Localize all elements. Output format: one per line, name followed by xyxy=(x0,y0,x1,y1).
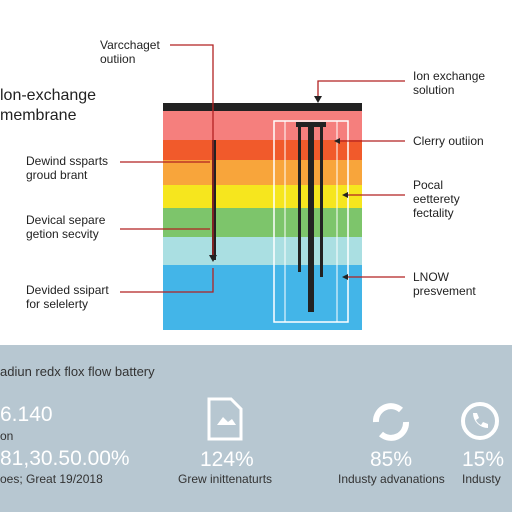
line: lon-exchange xyxy=(0,87,97,104)
line: Clerry outiion xyxy=(413,134,484,148)
line: presvement xyxy=(413,284,476,298)
stat-text: on xyxy=(0,429,14,443)
line: Varcchaget xyxy=(100,38,160,52)
line: outiion xyxy=(100,52,136,66)
document-icon xyxy=(207,397,243,441)
top-label: Varcchaget outiion xyxy=(100,38,160,66)
line: membrane xyxy=(0,107,77,124)
right-label: Ion exchange solution xyxy=(413,69,485,97)
left-label: Devided ssipart for selelerty xyxy=(26,283,109,311)
stat-value: 81,30.50.00% xyxy=(0,447,130,470)
line: getion secvity xyxy=(26,227,99,241)
left-label: Dewind ssparts groud brant xyxy=(26,154,108,182)
diagram xyxy=(120,44,405,330)
line: eetterety xyxy=(413,192,460,206)
footer: adiun redx flox flow battery 6.140 on 81… xyxy=(0,345,512,512)
stat-text: Industy advanations xyxy=(338,472,445,486)
line: Dewind ssparts xyxy=(26,154,109,168)
title: lon-exchange membrane xyxy=(0,86,96,126)
stat-value: 6.140 xyxy=(0,403,53,426)
line: solution xyxy=(413,83,455,97)
line: groud brant xyxy=(26,168,88,182)
stat-text: Industy xyxy=(462,472,501,486)
right-label: LNOW presvement xyxy=(413,270,476,298)
line: Ion exchange xyxy=(413,69,486,83)
left-label: Devical separe getion secvity xyxy=(26,213,105,241)
phone-icon xyxy=(461,402,499,440)
cycle-icon xyxy=(373,403,409,441)
line: Devical separe xyxy=(26,213,106,227)
footer-heading: adiun redx flox flow battery xyxy=(0,364,155,379)
line: for selelerty xyxy=(26,297,89,311)
stat-value: 85% xyxy=(370,448,413,471)
stat-value: 15% xyxy=(462,448,505,471)
stat-text: Grew inittenaturts xyxy=(178,472,273,486)
stat-value: 124% xyxy=(200,448,254,471)
line: Devided ssipart xyxy=(26,283,109,297)
line: fectality xyxy=(413,206,454,220)
stat-text: oes; Great 19/2018 xyxy=(0,472,103,486)
line: LNOW xyxy=(413,270,449,284)
line: Pocal xyxy=(413,178,444,192)
right-label: Clerry outiion xyxy=(413,134,484,148)
right-label: Pocal eetterety fectality xyxy=(413,178,460,220)
